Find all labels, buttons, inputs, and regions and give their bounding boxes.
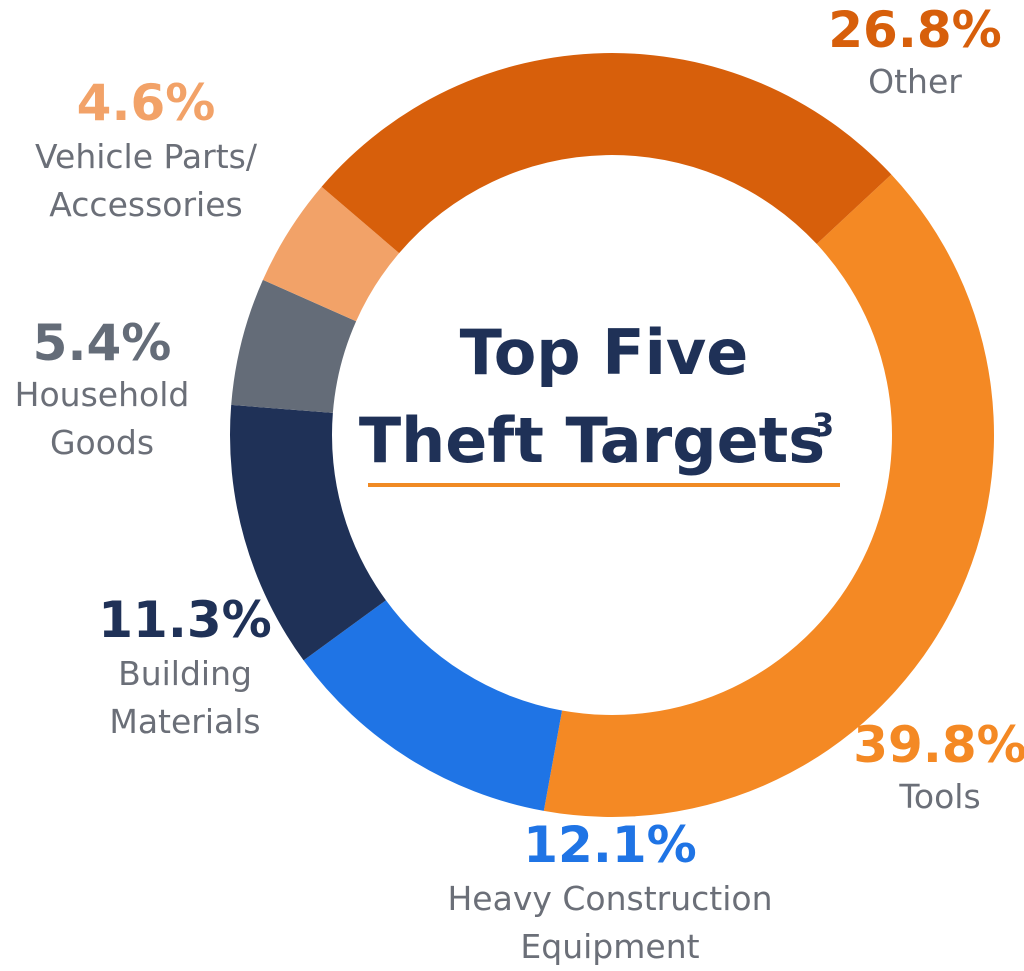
slice-0 — [543, 174, 995, 818]
slice-label-4: 4.6% Vehicle Parts/Accessories — [35, 74, 258, 224]
slice-label-1: 12.1% Heavy Construction Equipment — [447, 816, 772, 966]
slice-2 — [229, 404, 386, 661]
slice-label-5: 26.8%Other — [828, 1, 1001, 101]
slice-4 — [262, 186, 400, 322]
slice-category-label: Materials — [109, 702, 260, 741]
labels-layer: 39.8%Tools 12.1% Heavy Construction Equipme… — [15, 1, 1024, 966]
slice-category-label: Building — [118, 654, 252, 693]
slice-value-label: 5.4% — [33, 314, 172, 372]
slice-label-0: 39.8%Tools — [853, 716, 1024, 816]
slice-3 — [231, 279, 357, 413]
slice-value-label: 26.8% — [828, 1, 1001, 59]
slice-category-label: Heavy Construction — [447, 879, 772, 918]
slice-category-label: Vehicle Parts/ — [35, 137, 258, 176]
slice-category-label: Equipment — [520, 927, 699, 966]
chart-title-line-1: Top Five — [460, 316, 749, 389]
slice-category-label: Other — [868, 62, 962, 101]
slice-category-label: Accessories — [49, 185, 242, 224]
slice-category-label: Goods — [50, 423, 154, 462]
slice-value-label: 12.1% — [523, 816, 696, 874]
slice-value-label: 4.6% — [77, 74, 216, 132]
slice-1 — [303, 600, 563, 811]
slice-category-label: Tools — [898, 777, 980, 816]
slice-label-2: 11.3% Building Materials — [98, 591, 271, 741]
slice-value-label: 11.3% — [98, 591, 271, 649]
slice-category-label: Household — [15, 375, 190, 414]
slice-label-3: 5.4%Household Goods — [15, 314, 190, 462]
slice-5 — [321, 53, 892, 254]
chart-title-superscript: 3 — [812, 406, 834, 444]
chart-title: Top Five Theft Targets 3 — [359, 316, 840, 487]
chart-title-line-2: Theft Targets — [359, 404, 825, 477]
slices-layer — [229, 53, 995, 818]
slice-value-label: 39.8% — [853, 716, 1024, 774]
